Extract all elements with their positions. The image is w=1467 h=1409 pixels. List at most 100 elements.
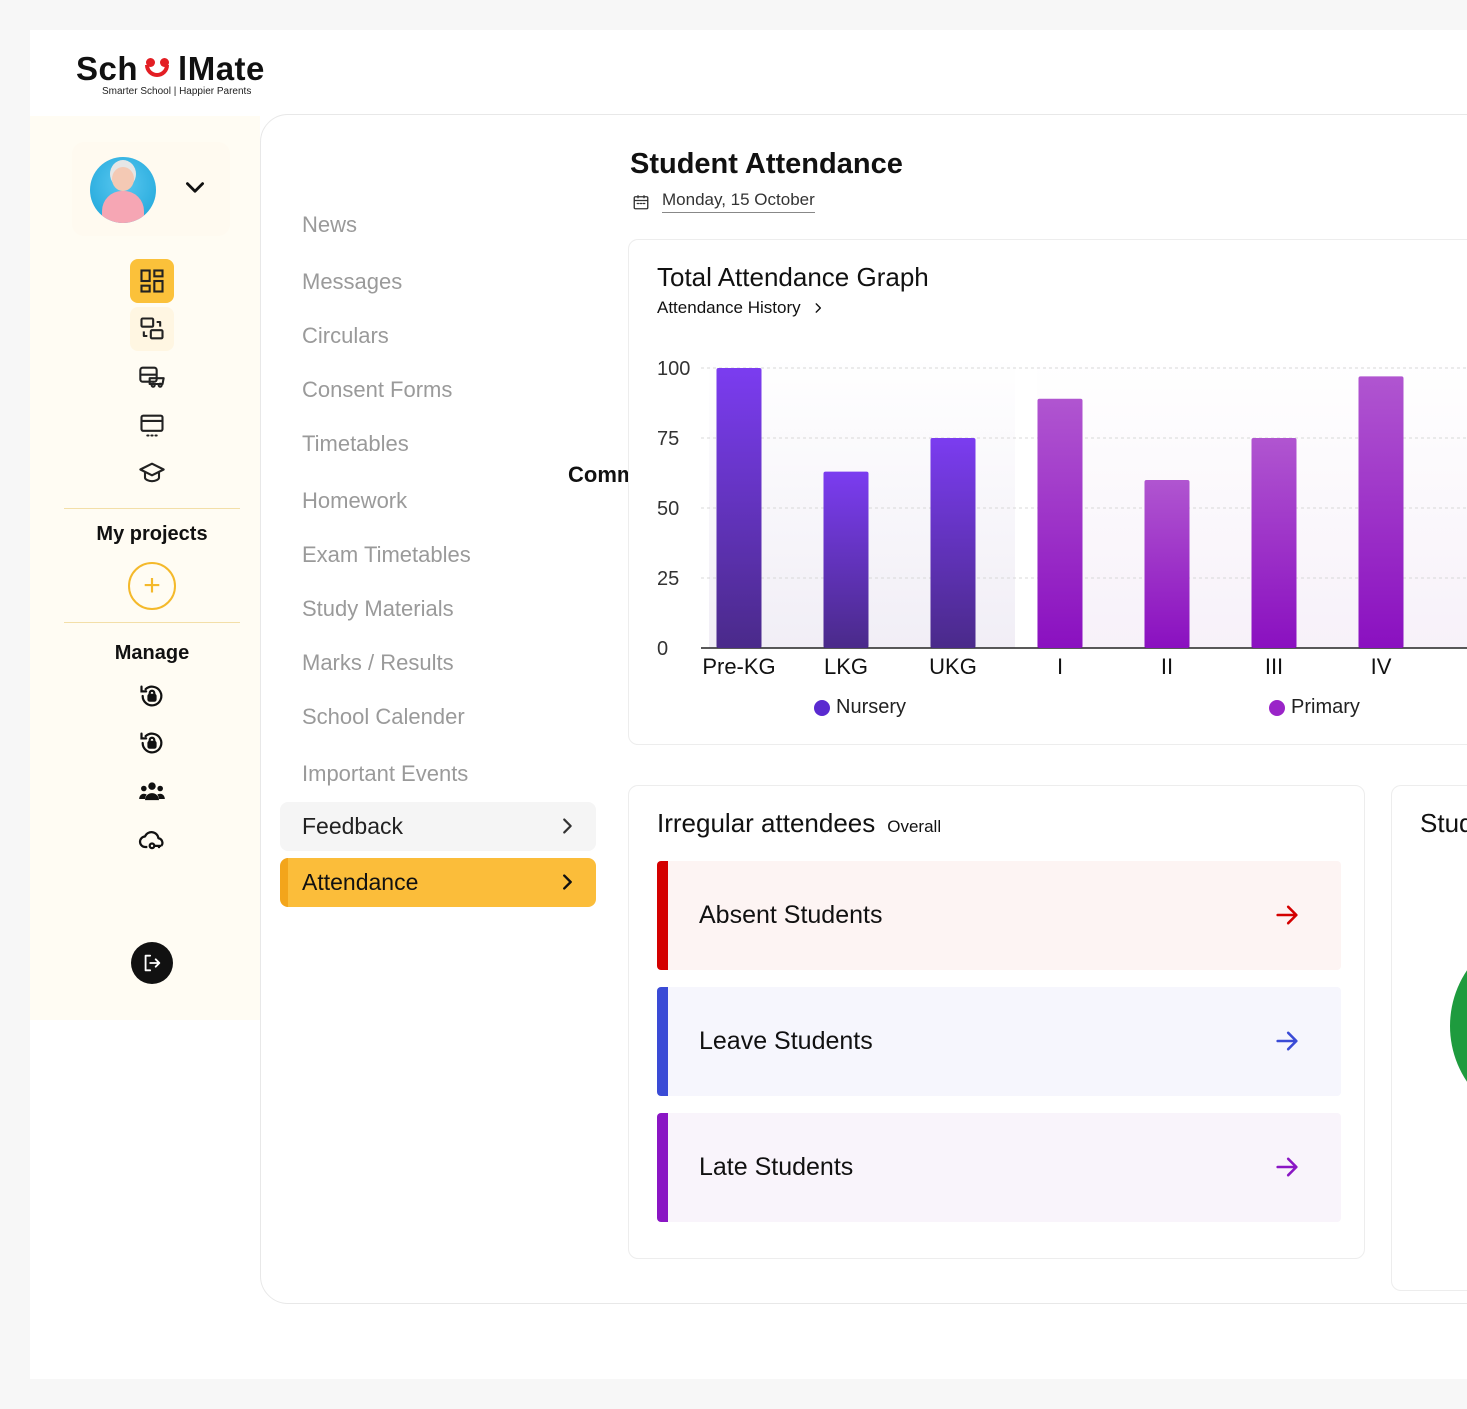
row-accent: [657, 987, 668, 1096]
x-tick-label: UKG: [929, 654, 977, 679]
bar-ukg: [930, 438, 976, 648]
x-tick-label: I: [1057, 654, 1063, 679]
chevron-right-icon: [815, 303, 821, 313]
profile-switcher[interactable]: [72, 142, 230, 236]
transport-icon[interactable]: [130, 355, 174, 399]
logo-smile-icon: [140, 54, 176, 84]
bar-lkg: [823, 471, 869, 648]
logout-button[interactable]: [131, 942, 173, 984]
irregular-title: Irregular attendees Overall: [657, 808, 941, 839]
menu-item-attendance[interactable]: Attendance: [280, 858, 596, 907]
attendance-graph-card: Total Attendance Graph Attendance Histor…: [628, 239, 1467, 745]
plus-icon: +: [143, 569, 161, 602]
bar-pre-kg: [716, 368, 762, 648]
users-group-icon[interactable]: [130, 770, 174, 814]
chevron-down-icon[interactable]: [182, 175, 208, 201]
bar-iii: [1251, 438, 1297, 648]
dashboard-icon[interactable]: [130, 259, 174, 303]
chevron-right-icon: [563, 818, 572, 834]
lock-history-icon[interactable]: [130, 721, 174, 765]
attendance-history-label: Attendance History: [657, 298, 801, 317]
feedback-label: Feedback: [302, 813, 404, 839]
rail-divider: [64, 622, 240, 623]
menu-item-study-materials[interactable]: Study Materials: [302, 596, 454, 621]
icon-rail: My projects + Manage: [30, 116, 260, 1020]
logo-text-right: lMate: [178, 50, 265, 87]
rail-divider: [64, 508, 240, 509]
absent-students-row[interactable]: Absent Students: [657, 861, 1341, 970]
arrow-right-icon: [1276, 905, 1298, 925]
menu-item-messages[interactable]: Messages: [302, 269, 403, 294]
menu-item-school-calender[interactable]: School Calender: [302, 704, 465, 729]
row-label: Late Students: [699, 1153, 854, 1181]
logo[interactable]: Sch lMate Smarter School | Happier Paren…: [76, 50, 265, 97]
bar-ii: [1144, 480, 1190, 648]
date-selector[interactable]: Monday, 15 October: [632, 190, 815, 213]
student-pie-chart: [1450, 926, 1467, 1126]
payment-card-icon[interactable]: [130, 403, 174, 447]
logo-tagline: Smarter School | Happier Parents: [102, 86, 252, 97]
y-tick-label: 75: [657, 428, 679, 450]
header: Sch lMate Smarter School | Happier Paren…: [30, 30, 1467, 116]
menu-item-homework[interactable]: Homework: [302, 488, 408, 513]
legend-item-nursery: Nursery: [814, 696, 906, 719]
arrow-right-icon: [1276, 1031, 1298, 1051]
x-tick-label: IV: [1371, 654, 1392, 679]
menu-item-marks-results[interactable]: Marks / Results: [302, 650, 454, 675]
menu-item-exam-timetables[interactable]: Exam Timetables: [302, 542, 471, 567]
communication-heading-fragment: Comm: [568, 462, 637, 487]
bar-i: [1037, 398, 1083, 648]
bar-iv: [1358, 376, 1404, 648]
leave-students-row[interactable]: Leave Students: [657, 987, 1341, 1096]
chevron-right-icon: [563, 874, 572, 890]
menu-item-feedback[interactable]: Feedback: [280, 802, 596, 851]
y-tick-label: 50: [657, 498, 679, 520]
logout-icon: [144, 954, 161, 972]
x-tick-label: III: [1265, 654, 1283, 679]
page-title: Student Attendance: [630, 148, 903, 180]
row-accent: [657, 1113, 668, 1222]
my-projects-label: My projects: [96, 523, 208, 545]
irregular-attendees-card: Irregular attendees Overall Absent Stude…: [628, 785, 1365, 1259]
menu-item-consent-forms[interactable]: Consent Forms: [302, 377, 453, 402]
add-project-button[interactable]: +: [128, 562, 176, 610]
irregular-qualifier: Overall: [887, 817, 942, 836]
lock-reset-icon[interactable]: [130, 674, 174, 718]
avatar[interactable]: [90, 157, 156, 223]
communication-icon[interactable]: [130, 307, 174, 351]
legend-item-primary: Primary: [1269, 696, 1360, 719]
manage-label: Manage: [114, 642, 190, 664]
cloud-key-icon[interactable]: [130, 818, 174, 862]
arrow-right-icon: [1276, 1157, 1298, 1177]
irregular-title-text: Irregular attendees: [657, 808, 876, 838]
row-accent: [657, 861, 668, 970]
menu-item-important-events[interactable]: Important Events: [302, 761, 469, 786]
menu-item-circulars[interactable]: Circulars: [302, 323, 389, 348]
date-text: Monday, 15 October: [662, 190, 815, 213]
y-tick-label: 0: [657, 638, 668, 660]
graph-title: Total Attendance Graph: [657, 262, 929, 292]
legend-dot: [1269, 699, 1285, 716]
legend-label: Nursery: [836, 696, 907, 718]
student-summary-card: Stud: [1391, 785, 1467, 1291]
app-frame: Sch lMate Smarter School | Happier Paren…: [30, 30, 1467, 1379]
student-card-title: Stud: [1420, 808, 1467, 838]
x-tick-label: II: [1161, 654, 1173, 679]
x-tick-label: Pre-KG: [702, 654, 775, 679]
calendar-icon: [633, 194, 649, 209]
x-tick-label: LKG: [824, 654, 868, 679]
attendance-history-link[interactable]: Attendance History: [657, 298, 825, 318]
menu-item-timetables[interactable]: Timetables: [302, 431, 409, 456]
row-label: Leave Students: [699, 1027, 873, 1055]
menu-item-news[interactable]: News: [302, 212, 358, 237]
legend-dot: [814, 699, 830, 716]
attendance-label: Attendance: [302, 869, 419, 895]
y-tick-label: 25: [657, 568, 679, 590]
legend-label: Primary: [1291, 696, 1360, 718]
row-label: Absent Students: [699, 901, 883, 929]
logo-text-left: Sch: [76, 50, 139, 87]
y-tick-label: 100: [657, 358, 690, 380]
graduation-cap-icon[interactable]: [130, 451, 174, 495]
late-students-row[interactable]: Late Students: [657, 1113, 1341, 1222]
